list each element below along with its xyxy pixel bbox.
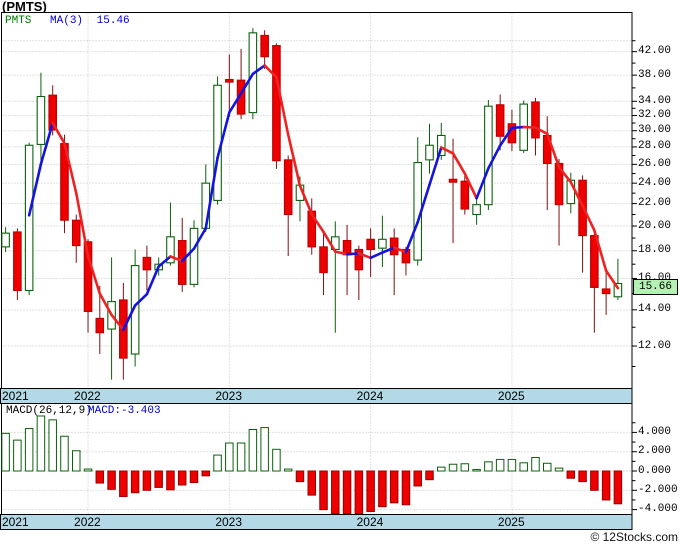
- macd-legend-value: MACD:-3.403: [88, 405, 161, 417]
- legend-symbol: PMTS: [5, 15, 32, 27]
- price-axis-label: 26.00: [638, 157, 672, 170]
- price-axis-label: 12.00: [638, 339, 672, 352]
- legend-ma-label: MA(3): [50, 15, 84, 27]
- price-axis-label: 20.00: [638, 219, 672, 232]
- macd-axis-label: 0.000: [638, 464, 672, 477]
- year-label: 2025: [497, 389, 525, 403]
- year-label: 2024: [356, 389, 384, 403]
- price-axis-label: 22.00: [638, 197, 672, 210]
- year-label: 2022: [74, 515, 101, 529]
- legend-ma-value: 15.46: [96, 15, 130, 27]
- price-axis-label: 14.00: [638, 303, 672, 316]
- price-axis-label: 18.00: [638, 244, 672, 257]
- macd-legend-params: MACD(26,12,9): [6, 405, 92, 417]
- year-label: 2021: [2, 515, 29, 529]
- macd-axis-label: -2.000: [638, 483, 678, 496]
- price-axis-label: 24.00: [638, 176, 672, 189]
- price-axis-label: 42.00: [638, 45, 672, 58]
- macd-axis-label: 4.000: [638, 425, 672, 438]
- price-axis-label: 34.00: [638, 94, 672, 107]
- macd-axis-label: 2.000: [638, 445, 672, 458]
- price-legend: PMTS MA(3) 15.46: [5, 15, 130, 27]
- price-axis-label: 30.00: [638, 124, 672, 137]
- chart-title: (PMTS): [2, 0, 47, 14]
- year-label: 2025: [497, 515, 525, 529]
- macd-axis-label: -4.000: [638, 503, 678, 516]
- price-axis-label: 28.00: [638, 140, 672, 153]
- year-label: 2024: [356, 515, 384, 529]
- watermark: © 12Stocks.com: [590, 530, 678, 544]
- year-label: 2021: [2, 389, 29, 403]
- price-axis-label: 38.00: [638, 68, 672, 81]
- year-label: 2023: [215, 389, 243, 403]
- year-label: 2022: [74, 389, 101, 403]
- year-label: 2023: [215, 515, 243, 529]
- last-price-badge: 15.66: [633, 278, 678, 295]
- price-axis-label: 32.00: [638, 109, 672, 122]
